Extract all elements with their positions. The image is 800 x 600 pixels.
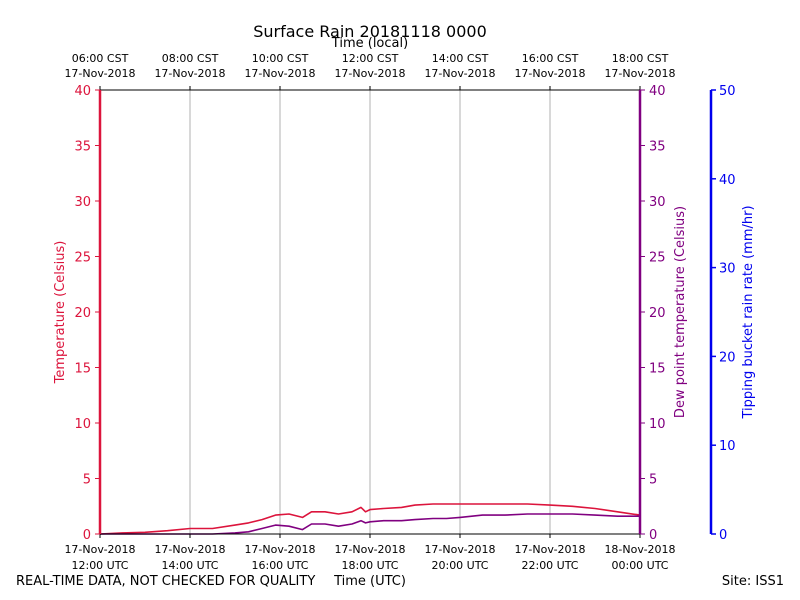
x-tick-label-utc-time: 16:00 UTC [251,559,308,572]
y-left-tick-label: 10 [74,417,91,432]
x-tick-label-utc-time: 18:00 UTC [341,559,398,572]
x-tick-label-local-date: 17-Nov-2018 [514,67,585,80]
x-tick-label-utc-time: 14:00 UTC [161,559,218,572]
right-axis-label: Dew point temperature (Celsius) [673,206,688,418]
x-tick-label-local-time: 10:00 CST [252,52,309,65]
y-left-tick-label: 20 [74,306,91,321]
x-tick-label-utc-date: 17-Nov-2018 [424,543,495,556]
y-right-tick-label: 25 [649,251,666,266]
y-right-tick-label: 20 [649,306,666,321]
x-tick-label-local-date: 17-Nov-2018 [64,67,135,80]
y-left-tick-label: 15 [74,362,91,377]
y-right-tick-label: 5 [649,473,657,488]
x-tick-label-local-time: 14:00 CST [432,52,489,65]
x-tick-label-utc-date: 17-Nov-2018 [514,543,585,556]
x-tick-label-utc-time: 00:00 UTC [611,559,668,572]
x-tick-label-utc-date: 18-Nov-2018 [604,543,675,556]
x-tick-label-utc-date: 17-Nov-2018 [244,543,315,556]
y-rain-tick-label: 20 [719,350,736,365]
x-tick-label-local-time: 06:00 CST [72,52,129,65]
y-rain-tick-label: 10 [719,439,736,454]
x-tick-label-utc-date: 17-Nov-2018 [64,543,135,556]
rain-axis-label: Tipping bucket rain rate (mm/hr) [741,205,756,419]
x-tick-label-utc-time: 12:00 UTC [71,559,128,572]
grid-lines [189,90,551,534]
y-right-tick-label: 40 [649,84,666,99]
y-right-tick-label: 35 [649,140,666,155]
x-tick-label-local-time: 08:00 CST [162,52,219,65]
x-tick-label-local-date: 17-Nov-2018 [424,67,495,80]
top-axis-label: Time (local) [331,36,408,51]
y-right-tick-label: 15 [649,362,666,377]
y-right-tick-label: 0 [649,528,657,543]
temperature-series-line [99,503,641,535]
axis-ticks: 17-Nov-2018 12:00 UTC 06:00 CST 17-Nov-2018… [64,52,735,572]
y-right-tick-label: 10 [649,417,666,432]
chart-title: Surface Rain 20181118 0000 [253,22,487,41]
y-left-tick-label: 35 [74,140,91,155]
y-left-tick-label: 5 [83,473,91,488]
x-axis-label: Time (UTC) [334,574,406,589]
y-left-tick-label: 0 [83,528,91,543]
x-tick-label-local-time: 18:00 CST [612,52,669,65]
left-axis-label: Temperature (Celsius) [53,241,68,385]
x-tick-label-utc-date: 17-Nov-2018 [334,543,405,556]
x-tick-label-local-time: 16:00 CST [522,52,579,65]
quality-disclaimer: REAL-TIME DATA, NOT CHECKED FOR QUALITY [16,574,316,589]
x-tick-label-local-date: 17-Nov-2018 [154,67,225,80]
y-left-tick-label: 40 [74,84,91,99]
x-tick-label-local-date: 17-Nov-2018 [334,67,405,80]
x-tick-label-local-date: 17-Nov-2018 [604,67,675,80]
y-right-tick-label: 30 [649,195,666,210]
y-left-tick-label: 25 [74,251,91,266]
x-tick-label-utc-date: 17-Nov-2018 [154,543,225,556]
y-rain-tick-label: 0 [719,528,727,543]
x-tick-label-utc-time: 22:00 UTC [521,559,578,572]
y-rain-tick-label: 30 [719,262,736,277]
y-rain-tick-label: 50 [719,84,736,99]
y-rain-tick-label: 40 [719,173,736,188]
y-left-tick-label: 30 [74,195,91,210]
x-tick-label-local-date: 17-Nov-2018 [244,67,315,80]
x-tick-label-utc-time: 20:00 UTC [431,559,488,572]
x-tick-label-local-time: 12:00 CST [342,52,399,65]
site-label: Site: ISS1 [721,574,784,589]
